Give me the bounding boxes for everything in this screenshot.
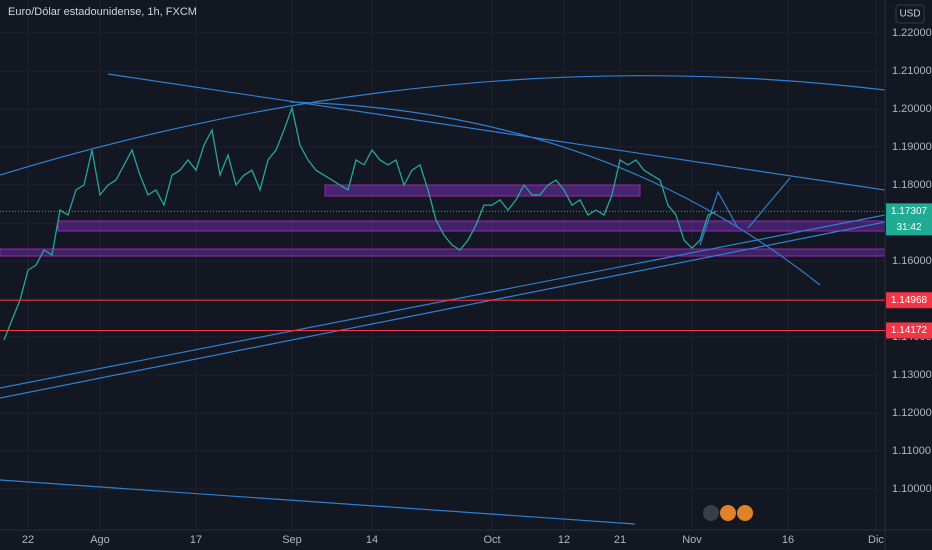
x-tick-label: Sep bbox=[282, 534, 302, 546]
y-tick-label: 1.16000 bbox=[892, 255, 932, 267]
currency-button[interactable] bbox=[895, 4, 925, 24]
zone bbox=[0, 248, 886, 257]
event-icons bbox=[703, 505, 753, 521]
y-tick-label: 1.13000 bbox=[892, 369, 932, 381]
price-label: 1.14968 bbox=[891, 295, 928, 306]
price-label-box bbox=[886, 322, 932, 339]
x-tick-label: 16 bbox=[782, 534, 794, 546]
x-tick-label: 21 bbox=[614, 534, 626, 546]
x-tick-label: Dic bbox=[868, 534, 884, 546]
y-tick-label: 1.22000 bbox=[892, 27, 932, 39]
grid bbox=[0, 0, 885, 530]
y-tick-label: 1.19000 bbox=[892, 141, 932, 153]
last-price-label: 1.17307 bbox=[891, 206, 928, 217]
y-tick-label: 1.11000 bbox=[892, 445, 931, 457]
projection-arrow bbox=[699, 190, 739, 246]
x-tick-label: Oct bbox=[483, 534, 500, 546]
y-tick-label: 1.20000 bbox=[892, 103, 932, 115]
currency-label[interactable]: USD bbox=[899, 9, 920, 20]
chart-title: Euro/Dólar estadounidense, 1h, FXCM bbox=[8, 6, 197, 18]
x-tick-label: 22 bbox=[22, 534, 34, 546]
y-tick-label: 1.10000 bbox=[892, 483, 932, 495]
price-label-box bbox=[886, 203, 932, 236]
x-tick-label: 12 bbox=[558, 534, 570, 546]
trend-arc bbox=[0, 75, 886, 176]
y-tick-label: 1.18000 bbox=[892, 179, 932, 191]
trend-line bbox=[107, 73, 886, 191]
trend-line bbox=[0, 221, 886, 399]
trend-line bbox=[0, 479, 636, 525]
x-tick-label: Ago bbox=[90, 534, 110, 546]
trend-line bbox=[0, 214, 886, 389]
trend-arc bbox=[289, 101, 821, 286]
price-label-box bbox=[886, 292, 932, 309]
x-tick-label: 14 bbox=[366, 534, 378, 546]
countdown: 31:42 bbox=[896, 222, 921, 233]
y-tick-label: 1.21000 bbox=[892, 65, 932, 77]
zone bbox=[57, 220, 886, 232]
x-tick-label: Nov bbox=[682, 534, 702, 546]
x-tick-label: 17 bbox=[190, 534, 202, 546]
price-label: 1.14172 bbox=[891, 325, 928, 336]
y-tick-label: 1.12000 bbox=[892, 407, 932, 419]
zone bbox=[324, 184, 641, 197]
projection-arrow bbox=[747, 177, 791, 229]
